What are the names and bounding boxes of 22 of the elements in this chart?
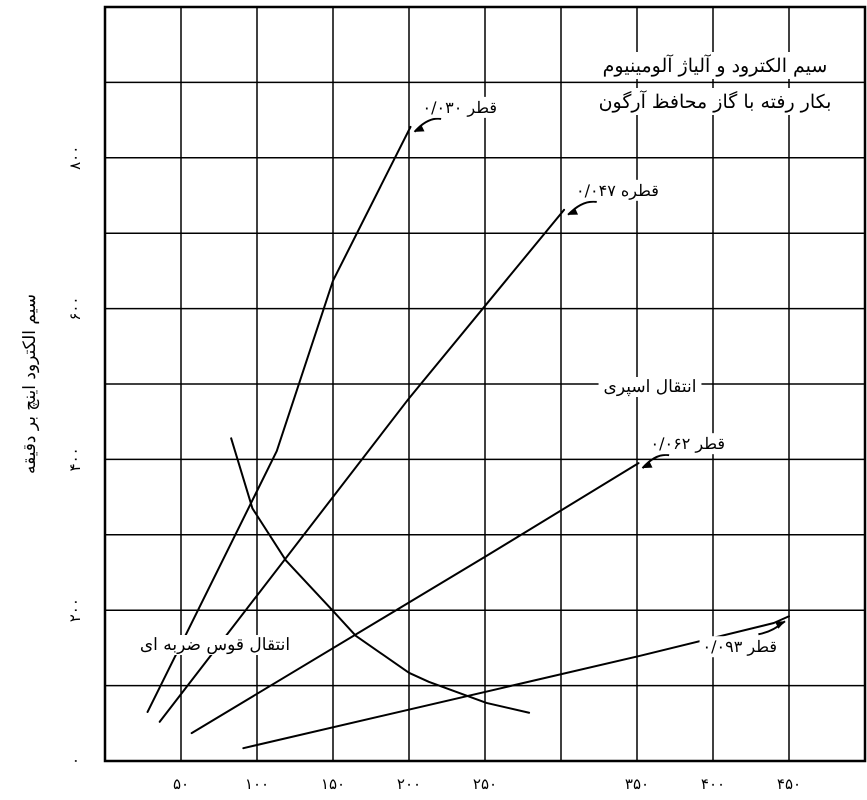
annotation: انتقال قوس ضربه ای xyxy=(140,635,290,655)
x-tick-label: ۱۰۰ xyxy=(244,775,270,793)
x-tick-label: ۳۵۰ xyxy=(624,775,650,793)
text: سیم الکترود و آلیاژ آلومینیوم xyxy=(602,54,828,77)
legend-label: قطر ۰/۰۹۳ xyxy=(702,637,777,656)
x-tick-label: ۲۵۰ xyxy=(472,775,498,793)
y-tick-label: ۴۰۰ xyxy=(66,447,84,472)
x-tick-label: ۲۰۰ xyxy=(396,775,422,793)
x-tick-label: ۴۰۰ xyxy=(700,775,726,793)
text: بکار رفته با گاز محافظ آرگون xyxy=(598,90,832,113)
y-axis-title: سیم الکترود اینچ بر دقیقه xyxy=(20,294,40,474)
series-label: قطر ۰/۰۶۲ xyxy=(650,434,725,454)
series-label: قطر ۰/۰۳۰ xyxy=(422,98,497,117)
x-tick-label: ۱۵۰ xyxy=(320,775,346,793)
y-tick-label: ۲۰۰ xyxy=(66,598,84,622)
series-label: قطره ۰/۰۴۷ xyxy=(576,180,659,200)
y-tick-label: ۸۰۰ xyxy=(66,146,84,170)
annotation: انتقال اسپری xyxy=(604,377,696,397)
x-tick-label: ۴۵۰ xyxy=(776,775,802,793)
x-tick-label: ۵۰ xyxy=(172,775,190,793)
y-tick-label: ۶۰۰ xyxy=(66,296,84,321)
y-tick-label: ۰ xyxy=(66,756,84,766)
